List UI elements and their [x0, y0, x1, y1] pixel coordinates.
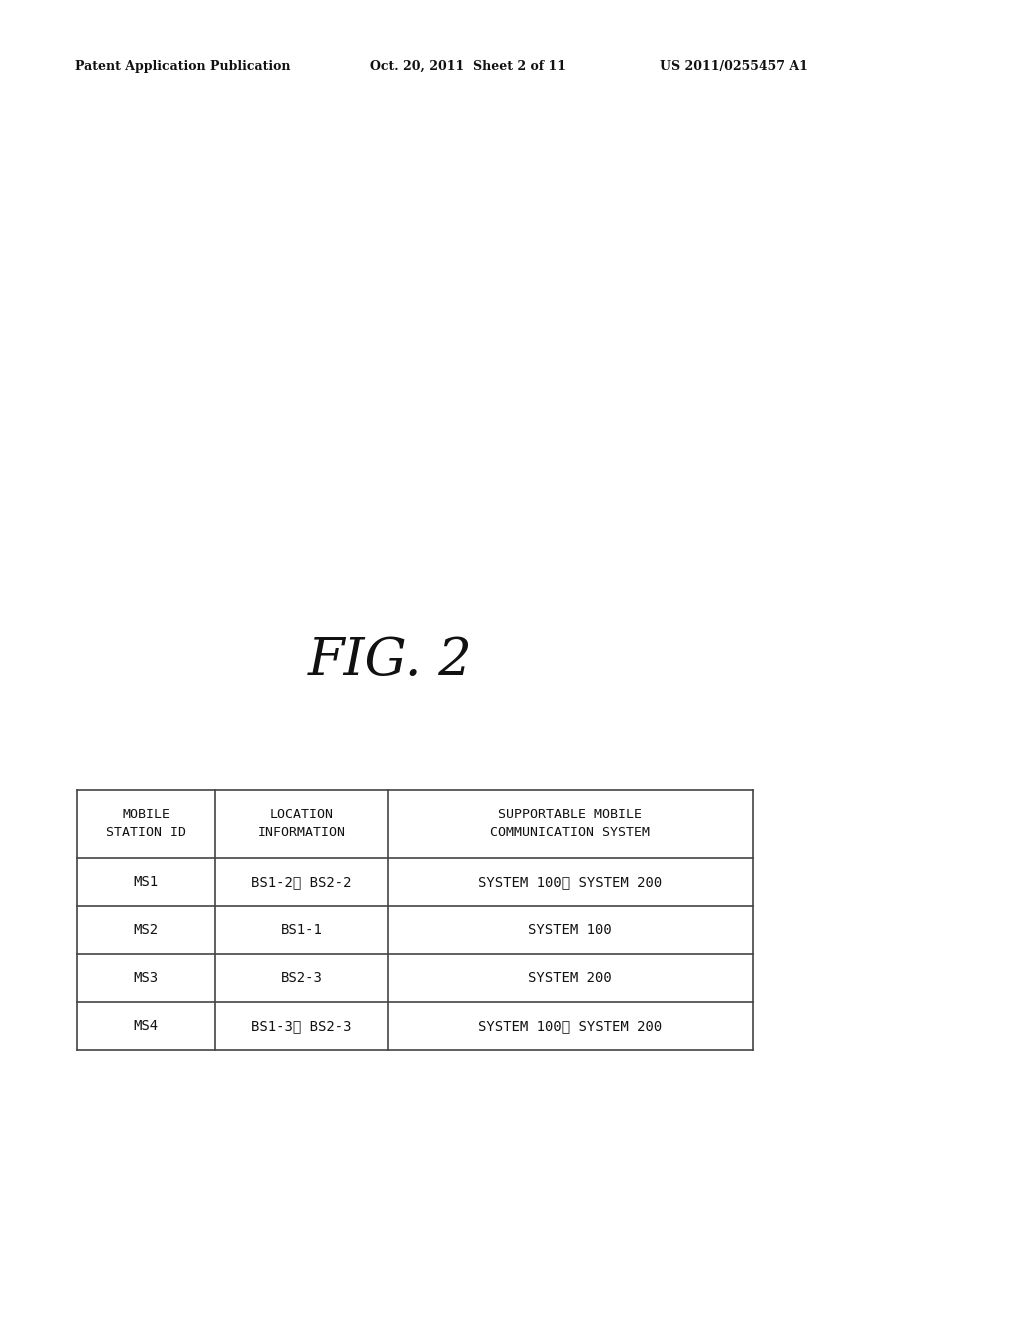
- Text: MS2: MS2: [133, 923, 159, 937]
- Text: SUPPORTABLE MOBILE
COMMUNICATION SYSTEM: SUPPORTABLE MOBILE COMMUNICATION SYSTEM: [490, 808, 650, 840]
- Text: SYSTEM 100: SYSTEM 100: [528, 923, 612, 937]
- Text: Patent Application Publication: Patent Application Publication: [75, 59, 291, 73]
- Text: LOCATION
INFORMATION: LOCATION INFORMATION: [257, 808, 345, 840]
- Text: BS2-3: BS2-3: [281, 972, 323, 985]
- Text: FIG. 2: FIG. 2: [307, 635, 472, 685]
- Text: US 2011/0255457 A1: US 2011/0255457 A1: [660, 59, 808, 73]
- Text: Oct. 20, 2011  Sheet 2 of 11: Oct. 20, 2011 Sheet 2 of 11: [370, 59, 566, 73]
- Text: MOBILE
STATION ID: MOBILE STATION ID: [106, 808, 186, 840]
- Text: BS1-1: BS1-1: [281, 923, 323, 937]
- Text: SYSTEM 100、 SYSTEM 200: SYSTEM 100、 SYSTEM 200: [478, 875, 663, 888]
- Text: MS3: MS3: [133, 972, 159, 985]
- Text: SYSTEM 200: SYSTEM 200: [528, 972, 612, 985]
- Text: BS1-3、 BS2-3: BS1-3、 BS2-3: [251, 1019, 352, 1034]
- Text: MS4: MS4: [133, 1019, 159, 1034]
- Text: MS1: MS1: [133, 875, 159, 888]
- Text: SYSTEM 100、 SYSTEM 200: SYSTEM 100、 SYSTEM 200: [478, 1019, 663, 1034]
- Text: BS1-2、 BS2-2: BS1-2、 BS2-2: [251, 875, 352, 888]
